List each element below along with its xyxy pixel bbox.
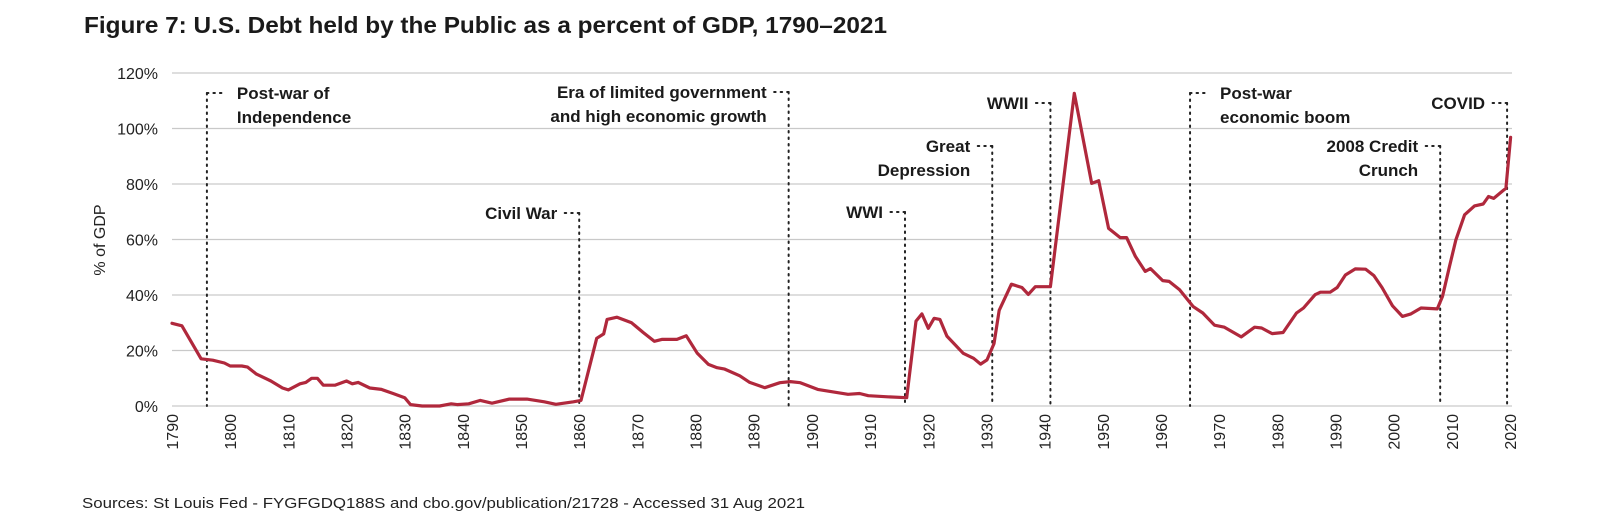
x-tick-label: 1970 (1212, 414, 1229, 450)
x-tick-label: 1800 (223, 414, 240, 450)
annotation-label: Post-war of (237, 84, 330, 103)
annotation-label: WWI (846, 203, 883, 222)
y-tick-label: 20% (126, 344, 158, 361)
x-tick-label: 1960 (1154, 414, 1171, 450)
x-axis-ticks: 1790 1800 1810 1820 1830 1840 1850 1860 1870 1880… (165, 414, 1520, 450)
annotation-label: COVID (1431, 94, 1485, 113)
y-axis-label: % of GDP (92, 204, 109, 275)
annotation-label: Crunch (1359, 161, 1419, 180)
source-note: Sources: St Louis Fed - FYGFGDQ188S and … (82, 495, 805, 512)
y-tick-label: 120% (117, 66, 158, 83)
x-tick-label: 1900 (805, 414, 822, 450)
series-line-group (170, 91, 1513, 408)
x-tick-label: 1890 (747, 414, 764, 450)
x-tick-label: 1790 (165, 414, 182, 450)
x-tick-label: 1950 (1096, 414, 1113, 450)
gridlines (172, 72, 1512, 407)
x-tick-label: 2000 (1387, 414, 1404, 450)
chart-title: Figure 7: U.S. Debt held by the Public a… (84, 12, 887, 38)
annotation: Great Depression (878, 137, 994, 407)
debt-gdp-line (170, 91, 1513, 408)
x-tick-label: 1870 (630, 414, 647, 450)
y-axis-ticks: 0% 20% 40% 60% 80% 100% 120% (117, 66, 158, 416)
x-tick-label: 1990 (1328, 414, 1345, 450)
annotation-label: economic boom (1220, 108, 1350, 127)
x-tick-label: 2010 (1445, 414, 1462, 450)
annotation-label: Great (926, 137, 971, 156)
x-tick-label: 1920 (921, 414, 938, 450)
x-tick-label: 1880 (689, 414, 706, 450)
y-tick-label: 100% (117, 122, 158, 139)
x-tick-label: 1940 (1038, 414, 1055, 450)
x-tick-label: 1820 (340, 414, 357, 450)
x-tick-label: 1850 (514, 414, 531, 450)
x-tick-label: 1860 (572, 414, 589, 450)
annotation: Post-war of Independence (205, 84, 351, 407)
annotation: Post-war economic boom (1189, 84, 1350, 407)
annotation: COVID (1431, 94, 1509, 407)
annotation-label: Civil War (485, 204, 557, 223)
annotation: Era of limited government and high econom… (550, 83, 790, 407)
annotation-label: Depression (878, 161, 971, 180)
x-tick-label: 1980 (1270, 414, 1287, 450)
x-tick-label: 1810 (281, 414, 298, 450)
y-tick-label: 40% (126, 288, 158, 305)
annotation-label: WWII (987, 94, 1029, 113)
annotation: 2008 Credit Crunch (1327, 137, 1442, 407)
x-tick-label: 1840 (456, 414, 473, 450)
annotation: WWI (846, 203, 906, 407)
annotation-label: Post-war (1220, 84, 1292, 103)
x-tick-label: 1910 (863, 414, 880, 450)
y-tick-label: 80% (126, 177, 158, 194)
annotation-label: Era of limited government (557, 83, 767, 102)
x-tick-label: 2020 (1503, 414, 1520, 450)
y-tick-label: 0% (135, 399, 158, 416)
annotation: WWII (987, 94, 1052, 407)
x-tick-label: 1830 (398, 414, 415, 450)
annotation-label: Independence (237, 108, 351, 127)
y-tick-label: 60% (126, 233, 158, 250)
annotation: Civil War (485, 204, 581, 407)
x-tick-label: 1930 (979, 414, 996, 450)
annotation-label: and high economic growth (550, 107, 766, 126)
annotation-label: 2008 Credit (1327, 137, 1419, 156)
